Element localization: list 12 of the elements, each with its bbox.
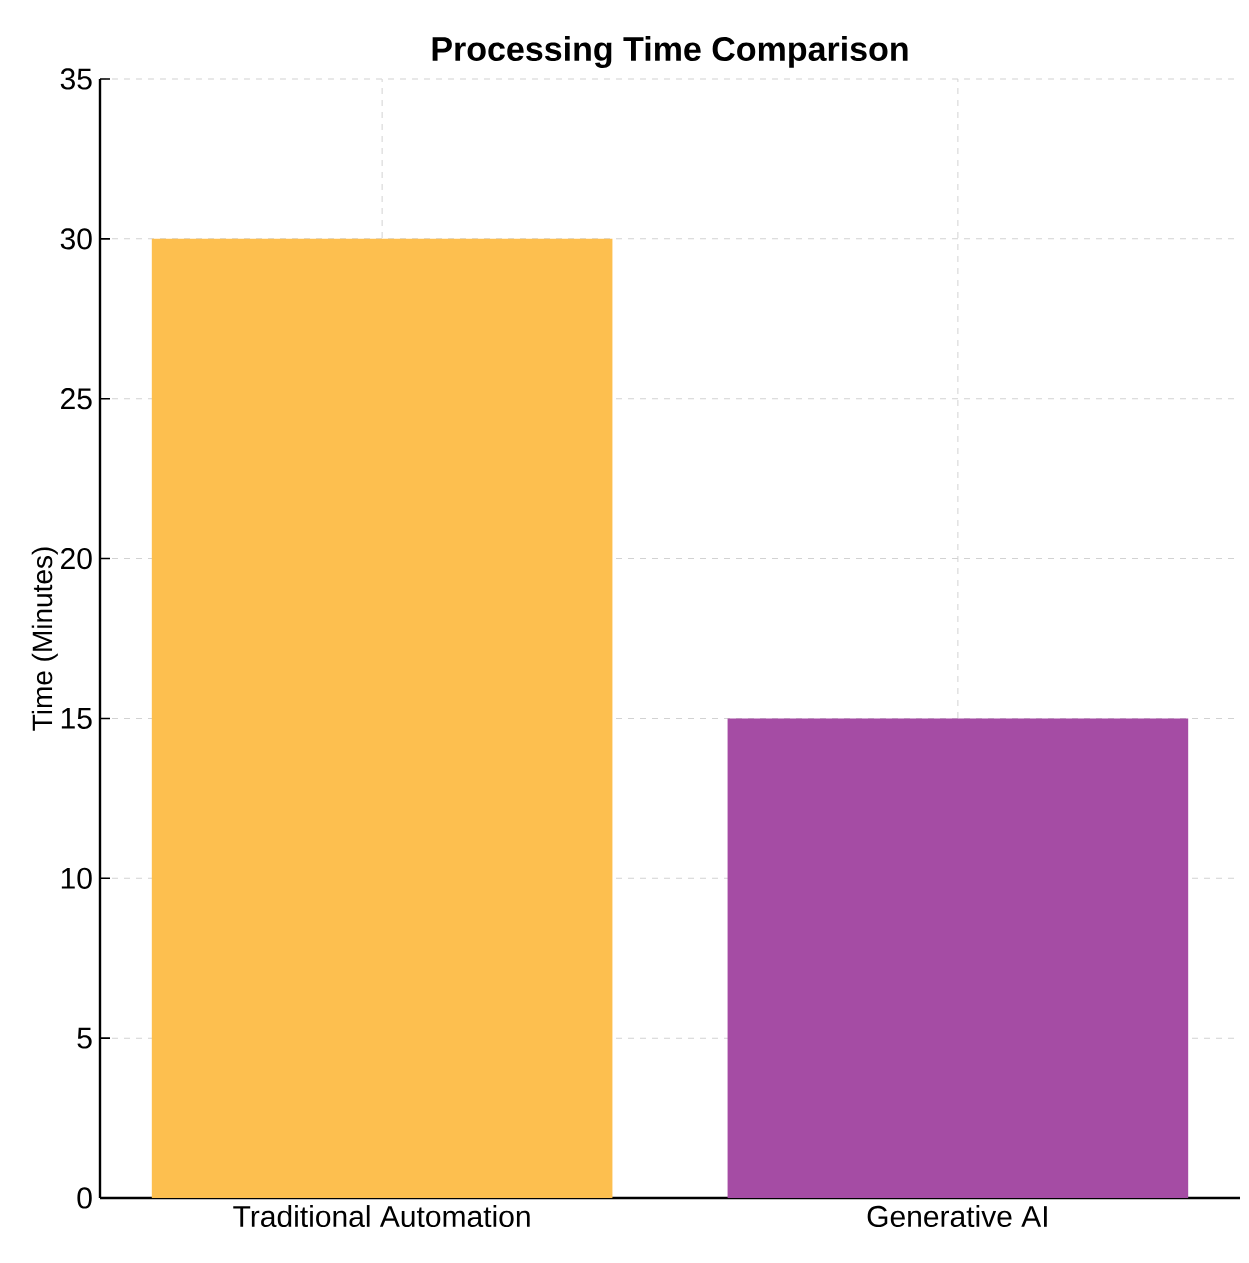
x-tick-label: Traditional Automation: [233, 1205, 530, 1228]
chart-title: Processing Time Comparison: [432, 36, 908, 68]
y-tick-label: 25: [61, 388, 92, 410]
x-tick-label: Generative AI: [867, 1205, 1047, 1228]
y-tick-label: 20: [61, 547, 92, 570]
y-tick-label: 30: [60, 228, 92, 250]
y-tick-label: 0: [77, 1187, 92, 1209]
y-tick-label: 15: [61, 707, 92, 729]
y-tick-label: 10: [61, 867, 92, 889]
y-tick-label: 5: [77, 1027, 92, 1049]
y-tick-label: 35: [60, 68, 92, 90]
y-axis-title: Time (Minutes): [31, 547, 58, 731]
